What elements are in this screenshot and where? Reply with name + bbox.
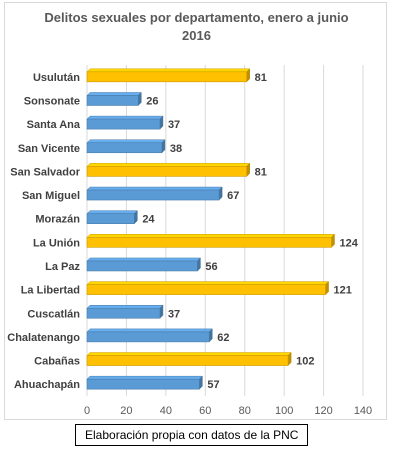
data-label: 62 bbox=[217, 332, 229, 344]
chart-title: Delitos sexuales por departamento, enero… bbox=[5, 9, 388, 45]
category-label: Sonsonate bbox=[24, 95, 80, 107]
category-label: Usulután bbox=[33, 72, 80, 84]
bar bbox=[86, 355, 289, 366]
x-tick-label: 20 bbox=[120, 405, 132, 417]
category-label: La Paz bbox=[45, 261, 80, 273]
bar bbox=[86, 166, 247, 177]
bar-top-face bbox=[86, 210, 138, 214]
category-label: Cuscatlán bbox=[27, 308, 80, 320]
category-label: Morazán bbox=[35, 214, 80, 226]
category-label: San Miguel bbox=[22, 190, 80, 202]
data-label: 67 bbox=[227, 190, 239, 202]
chart-title-line-1: Delitos sexuales por departamento, enero… bbox=[44, 10, 349, 25]
x-tick-label: 80 bbox=[239, 405, 251, 417]
bar bbox=[86, 71, 247, 83]
bar-top-face bbox=[86, 115, 164, 120]
category-label: Ahuachapán bbox=[14, 379, 80, 391]
category-label: San Salvador bbox=[10, 166, 80, 178]
x-tick-label: 60 bbox=[199, 405, 211, 417]
bar bbox=[86, 237, 332, 248]
bar-top-face bbox=[86, 375, 203, 380]
category-label: Santa Ana bbox=[27, 119, 81, 131]
bar-top-face bbox=[86, 305, 164, 309]
data-label: 56 bbox=[205, 261, 217, 273]
data-label: 81 bbox=[255, 166, 267, 178]
data-label: 124 bbox=[339, 237, 358, 249]
bar bbox=[86, 260, 198, 272]
bar-chart: 0 20 40 60 80 100 120 140 Usulután 81 Sonsonate 26 S… bbox=[7, 65, 372, 417]
bar bbox=[86, 142, 163, 154]
bar bbox=[86, 284, 326, 295]
category-label: San Vicente bbox=[18, 143, 80, 155]
category-label: Chalatenango bbox=[7, 332, 80, 344]
x-tick-label: 120 bbox=[314, 405, 332, 417]
x-tick-label: 100 bbox=[275, 405, 293, 417]
bar bbox=[86, 307, 161, 319]
bar-top-face bbox=[86, 163, 251, 167]
category-label: Cabañas bbox=[34, 356, 80, 368]
bar-top-face bbox=[86, 186, 223, 191]
data-label: 24 bbox=[142, 214, 155, 226]
bar-top-face bbox=[86, 139, 166, 143]
data-label: 81 bbox=[255, 72, 267, 84]
data-label: 38 bbox=[170, 143, 182, 155]
bar-top-face bbox=[86, 68, 251, 73]
bar bbox=[86, 95, 139, 106]
data-label: 37 bbox=[168, 119, 180, 131]
data-label: 37 bbox=[168, 308, 180, 320]
chart-frame: Delitos sexuales por departamento, enero… bbox=[4, 2, 387, 420]
bar-top-face bbox=[86, 281, 330, 285]
data-label: 121 bbox=[334, 285, 352, 297]
bar-top-face bbox=[86, 352, 292, 356]
chart-title-line-2: 2016 bbox=[182, 28, 211, 43]
x-tick-label: 140 bbox=[354, 405, 372, 417]
x-tick-label: 40 bbox=[160, 405, 172, 417]
category-label: La Libertad bbox=[21, 285, 80, 297]
bar bbox=[86, 378, 200, 390]
source-note: Elaboración propia con datos de la PNC bbox=[75, 424, 308, 446]
bar-top-face bbox=[86, 328, 213, 333]
bar-top-face bbox=[86, 234, 336, 238]
bar bbox=[86, 189, 220, 201]
category-label: La Unión bbox=[33, 237, 80, 249]
bar bbox=[86, 331, 210, 343]
x-tick-label: 0 bbox=[84, 405, 90, 417]
bar bbox=[86, 118, 161, 130]
data-label: 57 bbox=[207, 379, 219, 391]
data-label: 102 bbox=[296, 356, 314, 368]
data-label: 26 bbox=[146, 95, 158, 107]
bar bbox=[86, 213, 135, 224]
bar-top-face bbox=[86, 257, 202, 262]
bar-top-face bbox=[86, 92, 142, 96]
